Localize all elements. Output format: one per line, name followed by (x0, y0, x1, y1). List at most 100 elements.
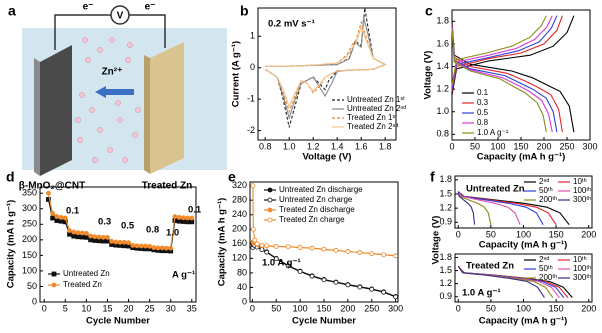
ion-dot (97, 47, 103, 53)
y-tick-label: 1 (250, 31, 255, 41)
marker (393, 294, 399, 300)
x-tick-label: 200 (581, 229, 596, 239)
x-tick-label: 0 (42, 303, 47, 313)
ion-label: Zn²⁺ (102, 67, 123, 78)
anode-label: Treated Zn (142, 181, 193, 192)
ions (75, 37, 141, 163)
x-tick-label: 0 (449, 141, 454, 151)
marker (254, 241, 260, 247)
y-tick-label: 1.5 (439, 188, 452, 198)
marker (357, 250, 363, 255)
x-tick-label: 150 (316, 303, 331, 313)
y-tick-label: 1.6 (436, 38, 449, 48)
legend-label: 1.0 A g⁻¹ (477, 128, 509, 137)
x-tick-label: 15 (102, 303, 112, 313)
legend-label: Untreated Zn discharge (279, 185, 363, 194)
legend-label: 50ᵗʰ (539, 264, 553, 273)
ion-dot (125, 57, 131, 63)
x-axis-title: Capacity (mA h g⁻¹) (479, 316, 568, 327)
legend-label: 2ⁿᵈ (539, 177, 549, 186)
y-tick-label: 100 (22, 265, 37, 275)
y-tick-label: 0.8 (436, 129, 449, 139)
marker (75, 234, 81, 240)
ion-dot (77, 137, 83, 143)
y-tick-label: 280 (232, 195, 247, 205)
marker (96, 234, 102, 240)
x-tick-label: 0 (456, 229, 461, 239)
marker (109, 238, 115, 244)
legend-label: Untreated Zn charge (279, 195, 353, 204)
annotation: 0.1 (66, 206, 80, 217)
marker (113, 239, 119, 245)
y-tick-label: 1.2 (439, 278, 452, 288)
y-tick-label: 50 (27, 281, 37, 291)
marker (172, 214, 178, 219)
ion-dot (135, 107, 141, 113)
plot-frame (451, 9, 591, 141)
series-line (457, 191, 544, 225)
y-axis-title: Voltage (V) (423, 51, 434, 100)
x-tick-label: 250 (364, 303, 379, 313)
y-tick-label: 160 (232, 238, 247, 248)
legend-label: 2ⁿᵈ (539, 255, 549, 264)
marker (333, 247, 339, 253)
x-tick-label: 200 (340, 303, 355, 313)
y-tick-label: 200 (22, 234, 37, 244)
x-tick-label: 1.0 (283, 141, 296, 151)
y-tick-label: 80 (237, 267, 247, 277)
ion-dot (117, 117, 123, 123)
legend-marker (267, 187, 273, 193)
y-tick-label: 1.2 (436, 84, 449, 94)
ion-dot (92, 157, 98, 163)
x-tick-label: 250 (559, 141, 574, 151)
marker (121, 239, 127, 245)
y-tick-label: 1.0 (436, 106, 449, 116)
marker (259, 242, 265, 248)
legend-label: 10ᵗʰ (573, 177, 587, 186)
annotation: A g⁻¹ (172, 270, 195, 281)
y-tick-label: 1.4 (436, 61, 449, 71)
marker (333, 279, 339, 285)
marker (75, 230, 81, 236)
marker (297, 245, 303, 250)
x-axis-title: Voltage (V) (303, 152, 352, 163)
legend-label: 300ᵗʰ (573, 195, 591, 204)
marker (164, 245, 169, 251)
plot-frame (39, 186, 197, 303)
y-tick-label: 200 (232, 224, 247, 234)
marker (273, 243, 279, 249)
marker (264, 249, 270, 255)
marker (88, 233, 93, 239)
series-line (252, 243, 396, 298)
marker (100, 234, 106, 240)
legend-label: 100ᵗʰ (573, 264, 591, 273)
x-tick-label: 0.8 (259, 141, 272, 151)
x-tick-label: 50 (271, 303, 281, 313)
schematic: V e⁻ e⁻ Zn²⁺ β-MnO₂@CNT Treated Zn a (8, 2, 227, 192)
y-tick-label: 0 (242, 296, 247, 306)
x-tick-label: 5 (63, 303, 68, 313)
marker (252, 237, 258, 243)
marker (155, 245, 161, 251)
marker (138, 243, 144, 249)
x-tick-label: 10 (81, 303, 91, 313)
x-tick-label: 200 (536, 141, 551, 151)
x-tick-label: 150 (549, 229, 564, 239)
series-line (451, 15, 575, 133)
legend-marker (51, 271, 57, 277)
y-axis-title: Current (A g⁻¹) (231, 41, 242, 107)
y-tick-label: 1.8 (436, 16, 449, 26)
y-tick-label: 1.2 (439, 203, 452, 213)
anode-edge (144, 55, 150, 174)
marker (46, 197, 51, 202)
marker (79, 230, 85, 236)
legend-marker (51, 282, 57, 288)
legend-label: 200ᵗʰ (539, 273, 557, 282)
legend-label: 0.8 (477, 118, 489, 127)
panel-label: d (6, 169, 15, 185)
marker (83, 234, 89, 240)
marker (189, 215, 195, 221)
marker (285, 263, 291, 269)
marker (143, 243, 148, 249)
marker (58, 215, 64, 220)
